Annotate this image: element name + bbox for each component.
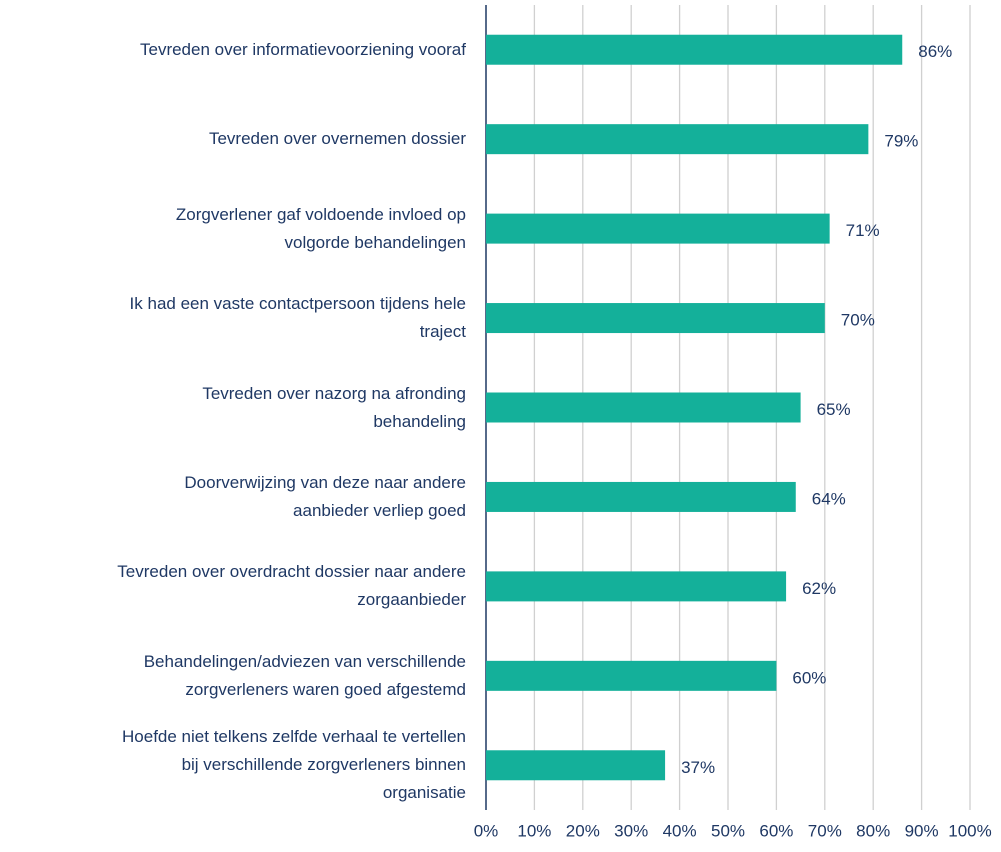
x-tick-label: 10%	[517, 821, 551, 840]
category-label: Tevreden over overdracht dossier naar an…	[117, 562, 466, 610]
bar	[486, 124, 869, 155]
category-label: Ik had een vaste contactpersoon tijdens …	[129, 294, 466, 342]
bar	[486, 392, 801, 423]
x-tick-label: 80%	[856, 821, 890, 840]
x-tick-label: 90%	[905, 821, 939, 840]
value-label: 64%	[812, 489, 846, 508]
x-tick-label: 0%	[474, 821, 499, 840]
value-label: 65%	[817, 400, 851, 419]
x-tick-label: 40%	[663, 821, 697, 840]
value-label: 62%	[802, 579, 836, 598]
category-label: Zorgverlener gaf voldoende invloed op vo…	[175, 204, 466, 252]
category-label: Tevreden over nazorg na afronding behand…	[202, 383, 466, 431]
x-tick-label: 60%	[759, 821, 793, 840]
x-tick-label: 50%	[711, 821, 745, 840]
bar	[486, 481, 796, 512]
category-label: Behandelingen/adviezen van verschillende…	[143, 651, 466, 699]
bar	[486, 750, 666, 781]
category-label: Tevreden over overnemen dossier	[208, 129, 466, 149]
x-tick-label: 100%	[948, 821, 991, 840]
bar	[486, 571, 787, 602]
bar	[486, 34, 903, 65]
value-label: 71%	[846, 221, 880, 240]
category-label: Doorverwijzing van deze naar andere aanb…	[184, 472, 466, 520]
value-label: 86%	[918, 42, 952, 61]
value-label: 60%	[792, 668, 826, 687]
x-tick-label: 70%	[808, 821, 842, 840]
category-label: Tevreden over informatievoorziening voor…	[139, 39, 466, 59]
value-label: 37%	[681, 758, 715, 777]
bar	[486, 213, 830, 244]
value-label: 79%	[884, 132, 918, 151]
bar	[486, 303, 825, 334]
bar	[486, 660, 777, 691]
category-label: Hoefde niet telkens zelfde verhaal te ve…	[122, 727, 466, 803]
value-label: 70%	[841, 311, 875, 330]
x-tick-label: 30%	[614, 821, 648, 840]
x-tick-label: 20%	[566, 821, 600, 840]
